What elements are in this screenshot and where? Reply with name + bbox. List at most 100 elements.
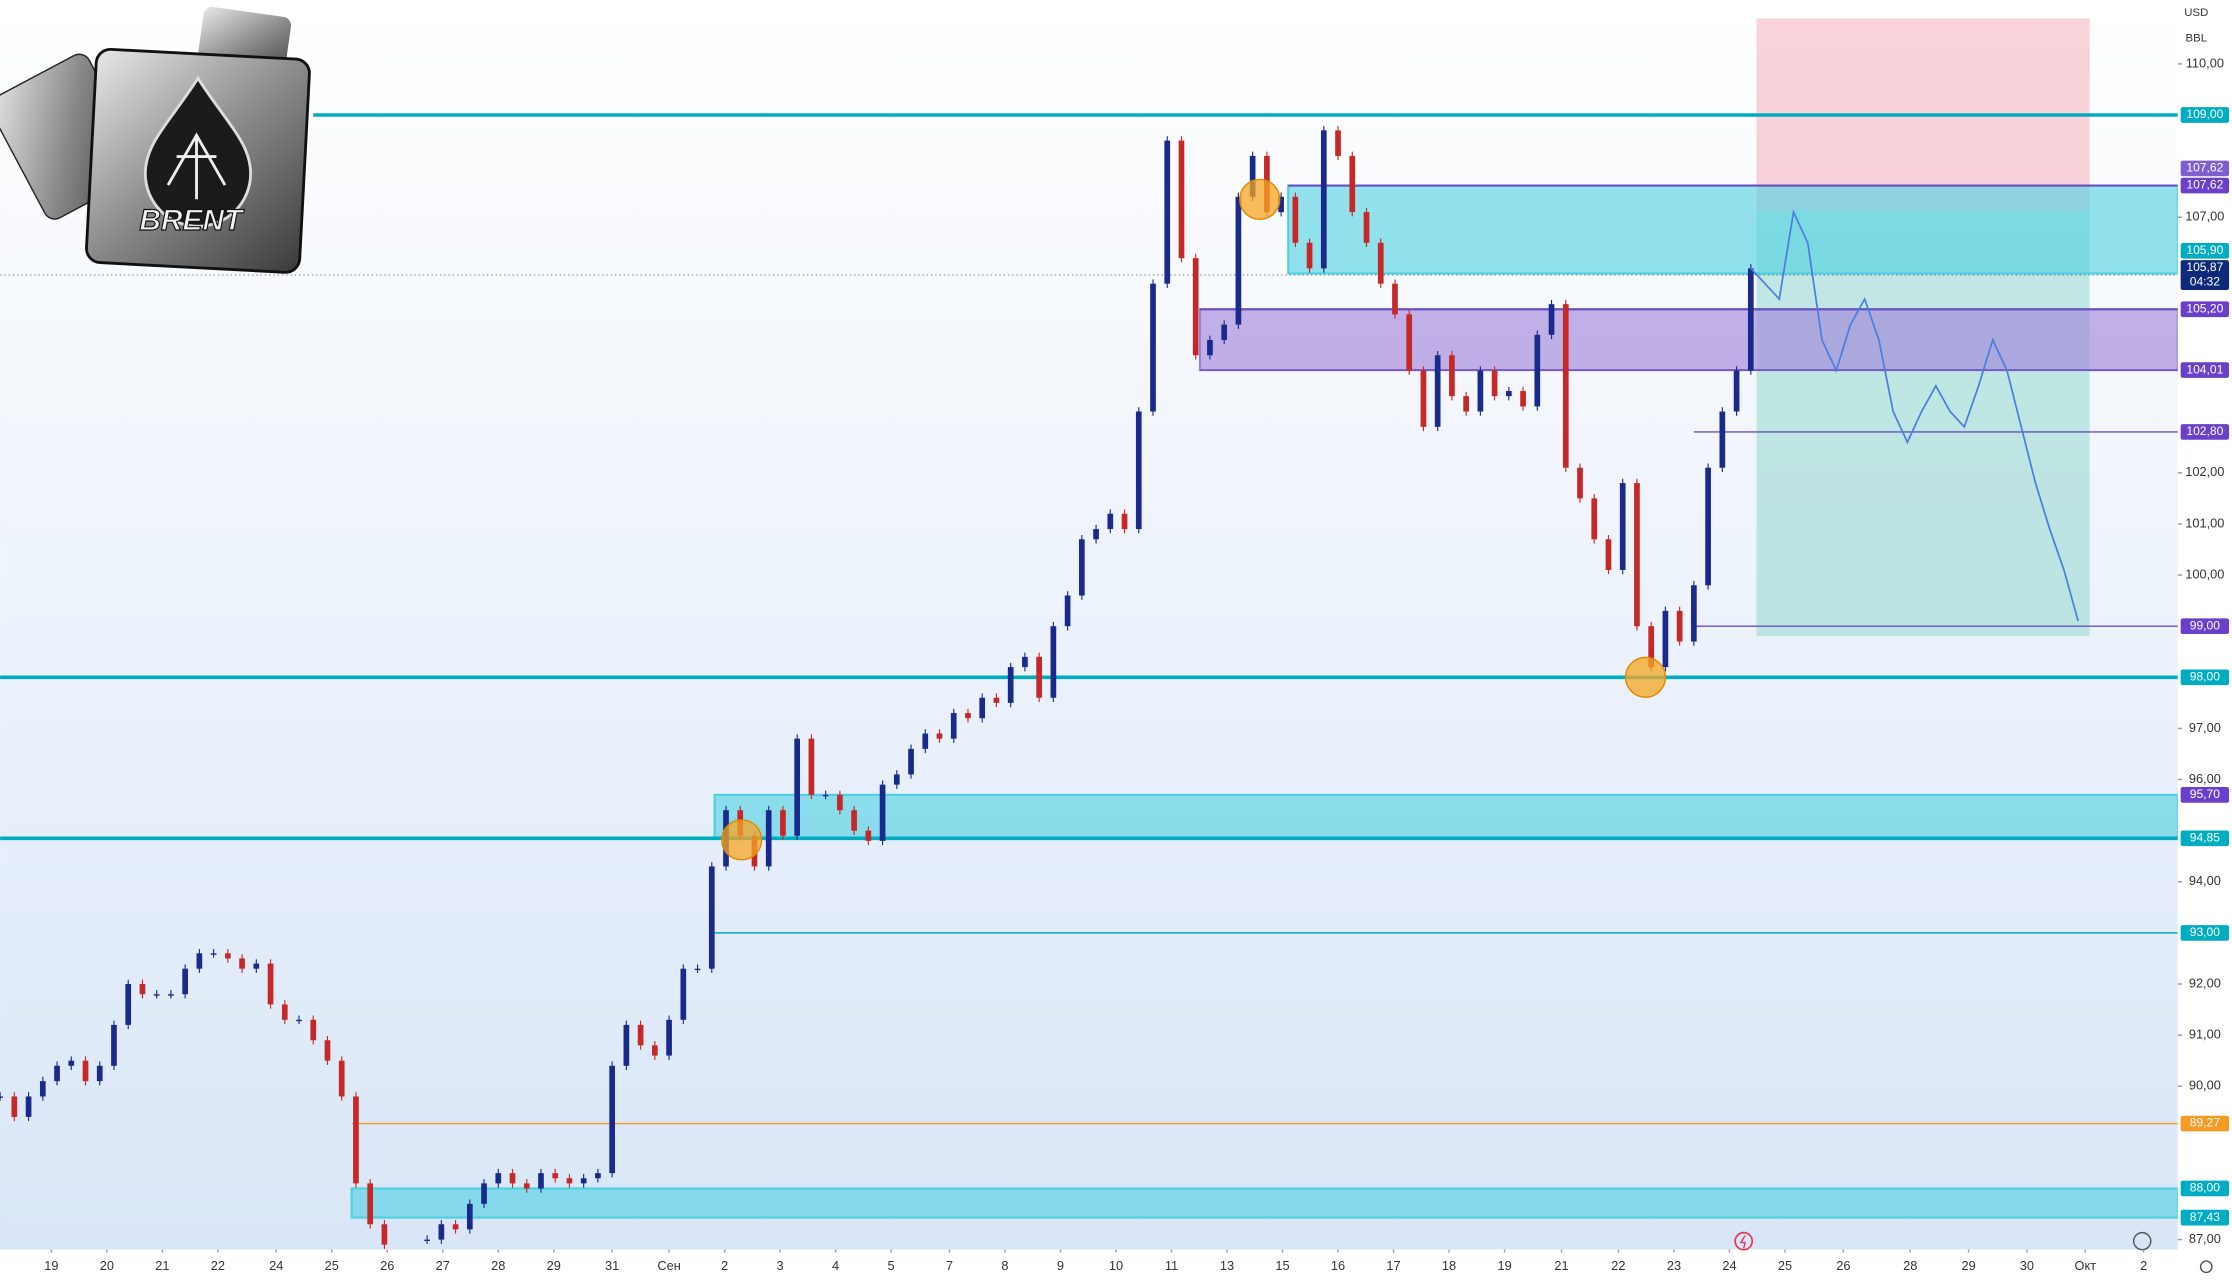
x-tick-label: 20: [100, 1258, 114, 1273]
y-tick-label: 107,00: [2185, 209, 2224, 224]
candle: [367, 1183, 374, 1225]
price-badge: [2180, 177, 2230, 194]
candle: [438, 1224, 445, 1240]
x-tick-label: Окт: [2075, 1258, 2097, 1273]
price-badge-label: 105,87: [2186, 260, 2223, 274]
candle: [1093, 529, 1099, 540]
candle: [680, 968, 687, 1020]
candle: [1207, 339, 1213, 356]
candle: [780, 810, 786, 836]
x-tick-label: 5: [888, 1258, 895, 1273]
candle: [111, 1024, 117, 1066]
y-tick-label: 87,00: [2189, 1231, 2221, 1246]
candle: [623, 1024, 630, 1066]
candle: [267, 963, 274, 1005]
candle: [1434, 355, 1441, 427]
price-badge-label: 89,27: [2190, 1116, 2221, 1130]
projection-line: [1750, 209, 2079, 622]
x-tick-label: 21: [155, 1258, 169, 1273]
candle: [1705, 467, 1711, 586]
candle: [666, 1019, 672, 1056]
candle: [1562, 304, 1569, 468]
candle: [452, 1224, 459, 1230]
candle: [509, 1173, 516, 1184]
candle: [11, 1096, 18, 1117]
candle: [936, 733, 943, 739]
candle: [1221, 324, 1228, 340]
price-badge-label: 105,20: [2186, 301, 2223, 315]
y-tick-label: 94,00: [2189, 873, 2221, 888]
candle: [1477, 370, 1484, 412]
candle: [338, 1060, 345, 1097]
candle: [1292, 196, 1299, 243]
x-tick-label: 28: [491, 1258, 505, 1273]
x-tick-label: 7: [946, 1258, 953, 1273]
x-tick-label: 16: [1331, 1258, 1345, 1273]
time-axis: [0, 1249, 2232, 1281]
y-tick-label: 101,00: [2185, 515, 2224, 530]
y-tick-label: 110,00: [2186, 55, 2224, 70]
candle: [1449, 355, 1455, 397]
x-tick-label: 23: [1667, 1258, 1681, 1273]
y-tick-label: 97,00: [2189, 720, 2221, 735]
price-badge: [2180, 669, 2230, 686]
candle: [1392, 283, 1398, 315]
axis-icons: [1734, 1231, 2213, 1274]
candle: [210, 953, 217, 955]
candle: [1719, 411, 1726, 468]
candle: [1150, 283, 1156, 412]
candle: [694, 968, 701, 971]
x-tick-label: 29: [547, 1258, 561, 1273]
unit: BBL: [2186, 32, 2208, 44]
price-badge-label: 104,01: [2186, 362, 2223, 376]
price-badge-label: 88,00: [2190, 1181, 2221, 1195]
price-badge: [2180, 1180, 2230, 1197]
candle: [637, 1024, 644, 1046]
candle: [1349, 155, 1356, 213]
y-tick-label: 102,00: [2185, 464, 2224, 479]
candle: [1164, 140, 1171, 284]
candle: [993, 697, 1000, 703]
y-tick-label: 92,00: [2189, 975, 2221, 990]
price-badge: [2180, 787, 2230, 803]
candle: [54, 1065, 60, 1082]
y-tick-label: 100,00: [2185, 566, 2224, 581]
price-badge: [2180, 830, 2230, 847]
candle: [182, 968, 188, 995]
candle: [82, 1060, 89, 1082]
x-tick-label: 19: [1497, 1258, 1511, 1273]
price-badge: [2180, 424, 2230, 440]
price-badge-label: 102,80: [2186, 424, 2223, 438]
x-tick-label: 26: [380, 1258, 394, 1273]
price-badge-label: 93,00: [2190, 925, 2221, 939]
x-tick-label: 26: [1836, 1258, 1850, 1273]
price-badge-time: 04:32: [2190, 274, 2221, 288]
x-tick-label: 10: [1109, 1258, 1123, 1273]
candle: [1235, 196, 1242, 325]
candle: [239, 958, 245, 969]
candle: [1676, 610, 1683, 642]
currency: USD: [2184, 7, 2208, 19]
candle: [1078, 539, 1085, 596]
candle: [296, 1019, 302, 1022]
candle: [922, 733, 929, 749]
candle: [1747, 268, 1754, 371]
y-tick-label: 90,00: [2189, 1078, 2221, 1093]
price-badge-label: 105,90: [2186, 243, 2223, 257]
candle: [495, 1173, 502, 1184]
candle: [1007, 667, 1014, 703]
candle: [1733, 370, 1740, 412]
candle: [1463, 396, 1469, 412]
candle: [1377, 242, 1384, 284]
candle: [68, 1060, 75, 1066]
x-tick-label: 28: [1903, 1258, 1917, 1273]
candle: [552, 1173, 559, 1179]
candle: [1691, 585, 1697, 642]
price-badge-label: 87,43: [2190, 1210, 2221, 1224]
candle: [1662, 610, 1669, 668]
price-badge-label: 107,62: [2186, 161, 2223, 175]
x-tick-label: 2: [721, 1258, 728, 1273]
candle: [253, 963, 260, 969]
zone: [713, 793, 2179, 840]
